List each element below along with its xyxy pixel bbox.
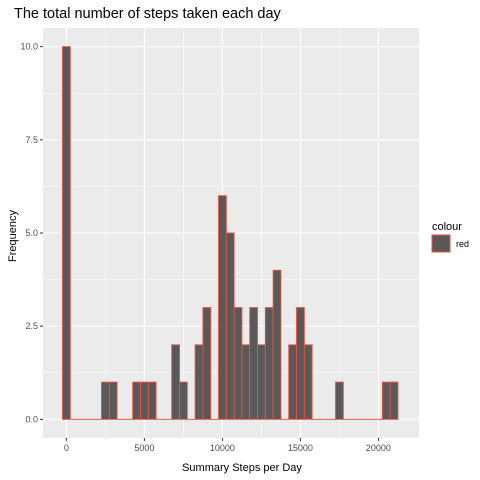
histogram-bar xyxy=(296,307,305,420)
histogram-bar xyxy=(62,46,71,420)
x-tick-label: 0 xyxy=(64,443,69,453)
histogram-bar xyxy=(171,344,180,420)
histogram-bar xyxy=(272,269,282,420)
x-tick-label: 10000 xyxy=(210,443,235,453)
histogram-bar xyxy=(233,307,243,420)
histogram-bar xyxy=(147,381,157,420)
histogram-bar xyxy=(264,307,274,420)
histogram-bar xyxy=(101,381,110,420)
histogram-bar xyxy=(202,307,212,420)
y-tick-label: 10.0 xyxy=(20,42,38,52)
x-tick-label: 5000 xyxy=(134,443,154,453)
histogram-bar xyxy=(132,381,141,420)
y-tick-label: 2.5 xyxy=(25,321,38,331)
histogram-bar xyxy=(241,344,251,420)
chart-title: The total number of steps taken each day xyxy=(14,6,282,22)
legend-label-red: red xyxy=(456,239,469,249)
y-axis-title: Frequency xyxy=(7,210,19,262)
x-tick-label: 15000 xyxy=(288,443,313,453)
y-tick-label: 5.0 xyxy=(25,228,38,238)
legend-title: colour xyxy=(432,221,462,233)
histogram-bar xyxy=(288,344,297,420)
histogram-bar xyxy=(389,381,399,420)
histogram-bar xyxy=(257,344,266,420)
histogram-bar xyxy=(218,195,227,420)
histogram-bars xyxy=(62,46,399,420)
histogram-bar xyxy=(249,307,258,420)
x-axis-ticks: 0 5000 10000 15000 20000 xyxy=(64,438,391,453)
histogram-bar xyxy=(335,381,344,420)
legend: colour red xyxy=(431,221,469,253)
histogram-bar xyxy=(194,344,204,420)
histogram-bar xyxy=(225,232,235,420)
y-tick-label: 0.0 xyxy=(25,414,38,424)
x-axis-title: Summary Steps per Day xyxy=(182,462,302,474)
histogram-bar xyxy=(179,381,188,420)
y-axis-ticks: 0.0 2.5 5.0 7.5 10.0 xyxy=(20,42,43,424)
legend-key-swatch xyxy=(431,234,451,253)
y-tick-label: 7.5 xyxy=(25,135,38,145)
x-tick-label: 20000 xyxy=(366,443,391,453)
histogram-bar xyxy=(381,381,391,420)
histogram-bar xyxy=(303,344,313,420)
histogram-bar xyxy=(108,381,118,420)
histogram-bar xyxy=(140,381,149,420)
